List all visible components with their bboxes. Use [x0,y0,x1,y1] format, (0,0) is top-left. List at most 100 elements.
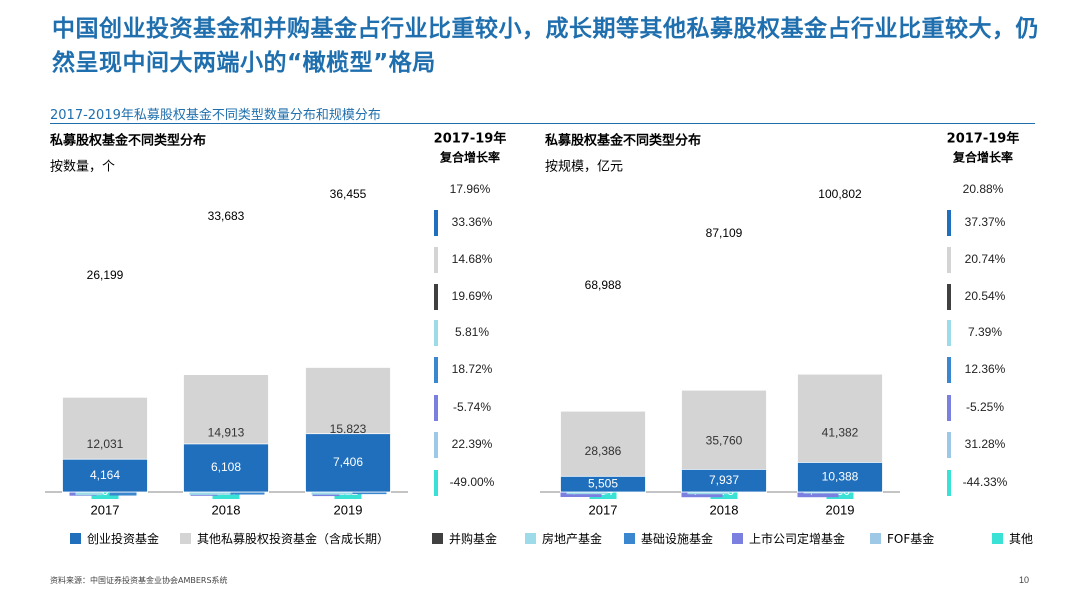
legend-item: 其他私募股权投资基金（含成长期） [180,530,389,547]
cagr-value: 33.36% [452,215,493,229]
x-tick-label: 2017 [91,502,120,517]
data-label: 12,031 [87,437,124,451]
total-label: 33,683 [208,209,245,223]
cagr-marker [947,357,951,383]
cagr-marker [434,284,438,310]
cagr-marker [947,284,951,310]
chart-legend: 创业投资基金 其他私募股权投资基金（含成长期） 并购基金 房地产基金 基础设施基金 上市公… [70,530,1033,547]
cagr-marker [434,210,438,236]
x-tick-label: 2019 [334,502,363,517]
total-label: 87,109 [706,226,743,240]
cagr-marker [434,320,438,346]
legend-label: FOF基金 [887,532,935,546]
cagr-value: -49.00% [450,475,495,489]
legend-label: 并购基金 [449,532,498,546]
cagr-value: 18.72% [452,362,493,376]
cagr-marker [947,320,951,346]
data-label: 28,386 [585,444,622,458]
x-tick-label: 2018 [212,502,241,517]
legend-swatch [870,533,881,544]
total-label: 26,199 [87,268,124,282]
data-label: 10,388 [822,469,859,483]
page-number: 10 [1019,575,1030,585]
data-label: 7,406 [333,455,363,469]
cagr-header: 复合增长率 [952,150,1013,165]
cagr-marker [434,357,438,383]
data-label: 35,760 [706,433,743,447]
cagr-value: 7.39% [968,325,1002,339]
cagr-marker [434,470,438,496]
cagr-value: 31.28% [965,437,1006,451]
slide-title: 中国创业投资基金和并购基金占行业比重较小，成长期等其他私募股权基金占行业比重较大… [52,16,1039,76]
cagr-header: 复合增长率 [439,150,500,165]
subtitle-divider [50,123,1035,124]
legend-label: 其他 [1009,532,1034,546]
cagr-total-value: 20.88% [963,182,1004,196]
data-label: 5,505 [588,476,618,490]
cagr-header: 2017-19年 [947,131,1020,147]
cagr-value: -5.74% [453,400,491,414]
source-footnote: 资料来源：中国证券投资基金业协会AMBERS系统 [50,576,228,585]
data-label: 7,937 [709,473,739,487]
legend-swatch [432,533,443,544]
legend-swatch [70,533,81,544]
cagr-marker [434,395,438,421]
cagr-marker [947,395,951,421]
data-label: 15,823 [330,422,367,436]
cagr-value: -44.33% [963,475,1008,489]
total-label: 100,802 [818,187,862,201]
bar-segment [681,469,767,493]
cagr-value: 14.68% [452,252,493,266]
x-tick-label: 2018 [710,502,739,517]
cagr-marker [947,470,951,496]
cagr-marker [947,432,951,458]
panel-title: 私募股权基金不同类型分布 [50,133,206,149]
data-label: 6,108 [211,460,241,474]
legend-item: 并购基金 [432,530,497,547]
legend-swatch [732,533,743,544]
cagr-marker [947,210,951,236]
cagr-value: 20.74% [965,252,1006,266]
panel-unit-label: 按规模，亿元 [545,160,623,175]
legend-swatch [180,533,191,544]
cagr-value: 22.39% [452,437,493,451]
legend-label: 房地产基金 [542,532,603,546]
cagr-value: 5.81% [455,325,489,339]
cagr-value: 37.37% [965,215,1006,229]
cagr-value: 19.69% [452,289,493,303]
x-tick-label: 2019 [826,502,855,517]
legend-item: 其他 [992,530,1033,547]
cagr-marker [947,247,951,273]
legend-swatch [992,533,1003,544]
cagr-value: -5.25% [966,400,1004,414]
bar-segment [797,462,883,493]
data-label: 14,913 [208,425,245,439]
cagr-header: 2017-19年 [434,131,507,147]
chart-subtitle: 2017-2019年私募股权基金不同类型数量分布和规模分布 [50,108,381,123]
bar-segment [560,475,646,493]
bar-segment [62,458,148,493]
total-label: 36,455 [330,187,367,201]
legend-label: 基础设施基金 [641,532,714,546]
legend-swatch [624,533,635,544]
legend-item: 创业投资基金 [70,530,159,547]
bar-segment [183,443,269,493]
panel-title: 私募股权基金不同类型分布 [545,133,701,149]
legend-item: 上市公司定增基金 [732,530,845,547]
cagr-value: 12.36% [965,362,1006,376]
cagr-total-value: 17.96% [450,182,491,196]
cagr-marker [434,432,438,458]
bar-segment [305,433,391,493]
legend-swatch [525,533,536,544]
legend-label: 其他私募股权投资基金（含成长期） [197,532,390,546]
cagr-marker [434,247,438,273]
data-label: 4,164 [90,468,120,482]
x-tick-label: 2017 [589,502,618,517]
legend-label: 上市公司定增基金 [749,532,846,546]
legend-item: 房地产基金 [525,530,602,547]
panel-unit-label: 按数量，个 [50,160,115,175]
cagr-value: 20.54% [965,289,1006,303]
data-label: 41,382 [822,425,859,439]
legend-item: FOF基金 [870,530,934,547]
